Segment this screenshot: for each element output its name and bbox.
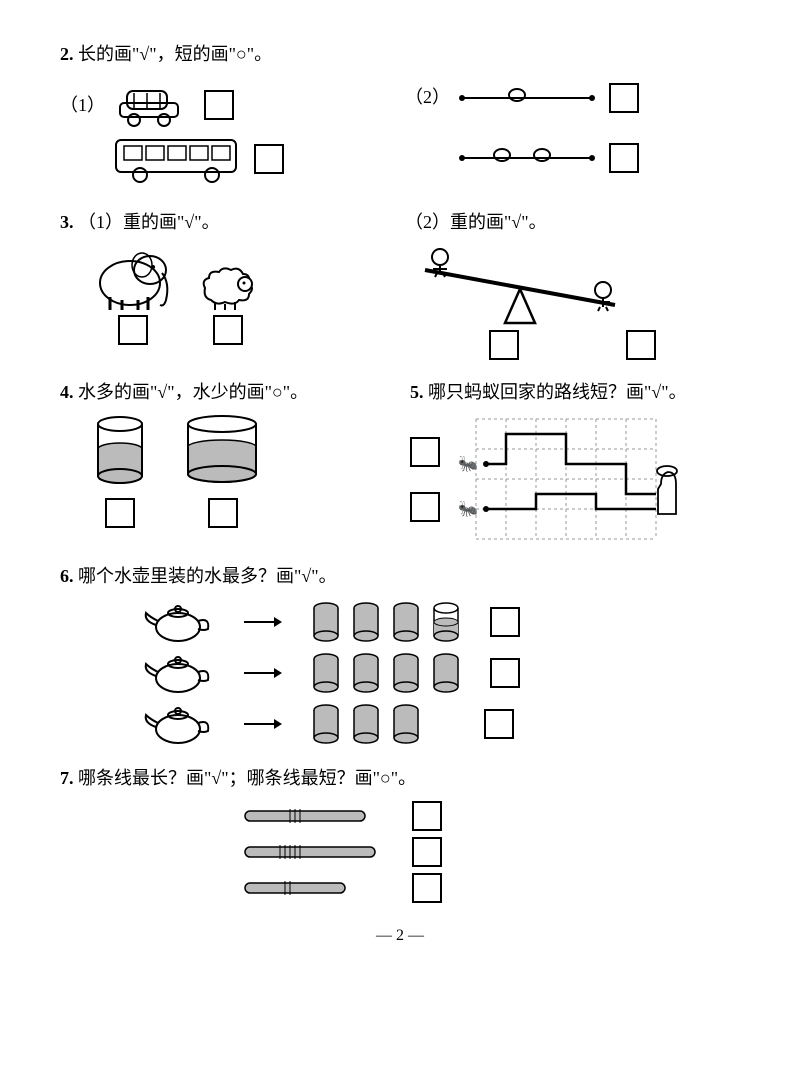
teapot-icon	[140, 599, 215, 644]
question-2: 2. 长的画"√"，短的画"○"。 （1）	[60, 40, 740, 190]
q2-sub2-label: （2）	[405, 83, 445, 112]
rod-short-icon	[240, 877, 380, 899]
q4-q5-row: 4. 水多的画"√"，水少的画"○"。	[60, 378, 740, 563]
q3-1-box-a[interactable]	[118, 315, 148, 345]
cup-wide-icon	[180, 414, 265, 489]
q6-box-b[interactable]	[490, 658, 520, 688]
rope-one-knot-icon	[457, 83, 597, 113]
q2-sub1: （1）	[60, 77, 395, 190]
q6-prompt: 哪个水壶里装的水最多？画"√"。	[78, 566, 337, 586]
q6-box-a[interactable]	[490, 607, 520, 637]
q2-content: （1）	[60, 77, 740, 190]
q5-prompt: 哪只蚂蚁回家的路线短？画"√"。	[428, 382, 687, 402]
question-6: 6. 哪个水壶里装的水最多？画"√"。	[60, 562, 740, 746]
q2-prompt: 长的画"√"，短的画"○"。	[78, 44, 272, 64]
sheep-icon	[195, 260, 260, 315]
q2-number: 2.	[60, 44, 74, 64]
q6-number: 6.	[60, 566, 74, 586]
q7-row-2	[240, 837, 740, 867]
cup-narrow-icon	[90, 414, 150, 489]
q7-row-1	[240, 801, 740, 831]
q6-box-c[interactable]	[484, 709, 514, 739]
q7-box-c[interactable]	[412, 873, 442, 903]
q3-number: 3.	[60, 212, 74, 232]
svg-text:🐜: 🐜	[458, 501, 478, 518]
q7-box-b[interactable]	[412, 837, 442, 867]
bus-icon	[112, 134, 242, 184]
q6-row-3	[140, 701, 740, 746]
svg-text:🐜: 🐜	[458, 456, 478, 473]
q4-prompt: 水多的画"√"，水少的画"○"。	[78, 382, 308, 402]
q7-number: 7.	[60, 768, 74, 788]
car-icon	[112, 83, 192, 128]
teapot-icon	[140, 701, 215, 746]
q2-sub1-label: （1）	[60, 91, 100, 120]
q4-box-a[interactable]	[105, 498, 135, 528]
q2-1-box-b[interactable]	[254, 144, 284, 174]
q3-sub2-text: （2）重的画"√"。	[405, 212, 547, 232]
q7-box-a[interactable]	[412, 801, 442, 831]
q3-sub2: （2）重的画"√"。	[405, 208, 740, 360]
q6-row-2	[140, 650, 740, 695]
arrow-icon	[242, 614, 282, 630]
seesaw-icon	[405, 245, 635, 330]
rope-two-knots-icon	[457, 143, 597, 173]
page-number: — 2 —	[60, 923, 740, 949]
elephant-icon	[90, 245, 175, 315]
q3-2-box-b[interactable]	[626, 330, 656, 360]
question-5: 5. 哪只蚂蚁回家的路线短？画"√"。	[410, 378, 740, 545]
rod-long-icon	[240, 841, 380, 863]
q5-number: 5.	[410, 382, 424, 402]
question-4: 4. 水多的画"√"，水少的画"○"。	[60, 378, 390, 545]
q3-1-box-b[interactable]	[213, 315, 243, 345]
teapot-icon	[140, 650, 215, 695]
q4-number: 4.	[60, 382, 74, 402]
question-7: 7. 哪条线最长？画"√"；哪条线最短？画"○"。	[60, 764, 740, 903]
q2-1-box-a[interactable]	[204, 90, 234, 120]
q2-2-box-b[interactable]	[609, 143, 639, 173]
q5-box-a[interactable]	[410, 437, 440, 467]
q6-row-1	[140, 599, 740, 644]
arrow-icon	[242, 716, 282, 732]
q3-sub1: 3. （1）重的画"√"。	[60, 208, 395, 346]
q2-text: 2. 长的画"√"，短的画"○"。	[60, 40, 740, 69]
question-3: 3. （1）重的画"√"。	[60, 208, 740, 360]
q5-box-b[interactable]	[410, 492, 440, 522]
q7-row-3	[240, 873, 740, 903]
q2-sub2: （2）	[405, 77, 740, 179]
arrow-icon	[242, 665, 282, 681]
q3-2-box-a[interactable]	[489, 330, 519, 360]
q7-prompt: 哪条线最长？画"√"；哪条线最短？画"○"。	[78, 768, 416, 788]
q4-box-b[interactable]	[208, 498, 238, 528]
q2-2-box-a[interactable]	[609, 83, 639, 113]
ant-maze-icon: 🐜 🐜	[446, 414, 686, 544]
q3-sub1-text: （1）重的画"√"。	[78, 212, 220, 232]
rod-medium-icon	[240, 805, 380, 827]
